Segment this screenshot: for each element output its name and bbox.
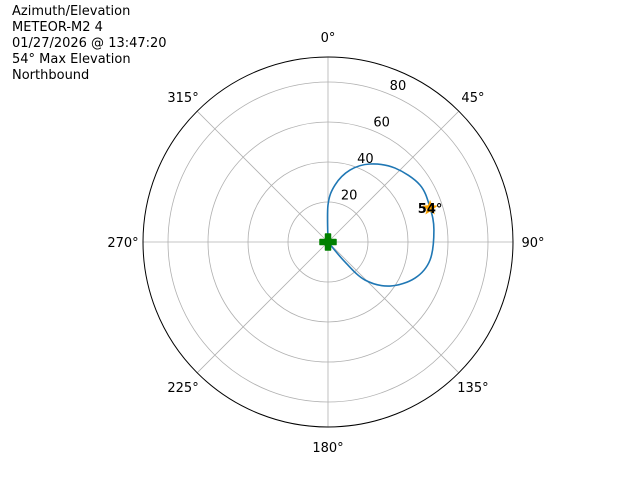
angle-gridline [327,110,460,243]
polar-frame [142,56,514,428]
radial-tick-label: 60 [373,115,390,130]
radial-tick-label: 40 [357,152,374,167]
radial-gridline [247,161,409,323]
start-marker-plus [319,233,337,251]
title-line-heading: Azimuth/Elevation [12,4,131,19]
radial-gridline [167,81,489,403]
title-line-direction: Northbound [12,68,90,83]
angle-tick-label: 45° [461,91,484,106]
angle-gridline [327,241,460,374]
radial-gridline [207,121,449,363]
angle-tick-label: 90° [521,236,544,251]
angle-tick-label: 315° [167,91,198,106]
angle-tick-label: 135° [457,381,488,396]
radial-tick-label: 80 [390,79,407,94]
angle-tick-label: 0° [321,31,336,46]
angle-gridline [196,110,329,243]
angle-gridline [196,241,329,374]
max-elevation-label: 54° [418,202,443,217]
angle-tick-label: 225° [167,381,198,396]
radial-tick-label: 20 [341,188,358,203]
chart-title: Azimuth/Elevation METEOR-M2 4 01/27/2026… [12,4,167,84]
title-line-max-elevation: 54° Max Elevation [12,52,131,67]
title-line-datetime: 01/27/2026 @ 13:47:20 [12,36,167,51]
angle-tick-label: 180° [312,441,343,456]
max-elevation-star [422,200,438,215]
angle-tick-label: 270° [107,236,138,251]
title-line-satellite: METEOR-M2 4 [12,20,103,35]
